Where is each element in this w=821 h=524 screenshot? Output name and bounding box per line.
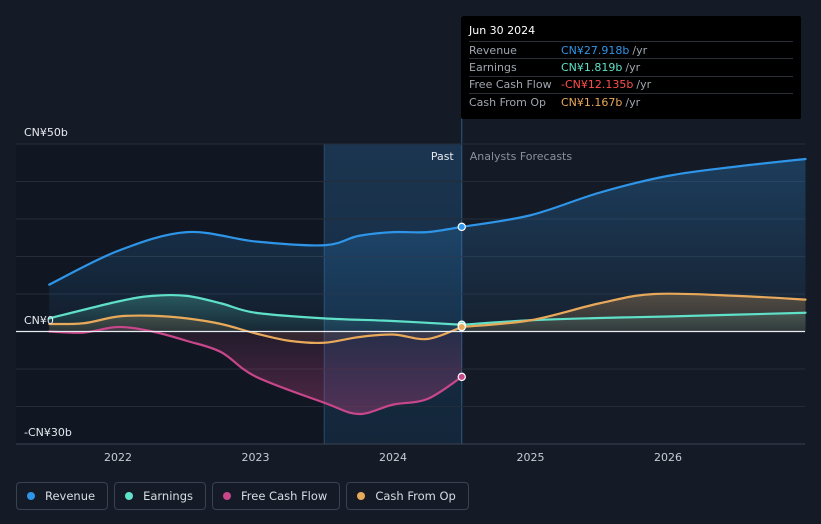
tooltip-label: Free Cash Flow	[469, 78, 552, 92]
legend: Revenue Earnings Free Cash Flow Cash Fro…	[16, 482, 469, 510]
tooltip-label: Earnings	[469, 60, 517, 74]
fcf-area	[49, 326, 462, 415]
tooltip-unit: /yr	[625, 60, 641, 74]
hover-markers	[457, 222, 466, 382]
legend-item-earnings[interactable]: Earnings	[114, 482, 206, 510]
x-tick-label: 2023	[242, 451, 270, 464]
x-tick-label: 2026	[654, 451, 682, 464]
tooltip: Jun 30 2024 Revenue CN¥27.918b /yr Earni…	[461, 16, 801, 119]
series-lines	[16, 157, 807, 416]
x-tick-label: 2024	[379, 451, 407, 464]
legend-label: Free Cash Flow	[241, 489, 328, 503]
axis-labels: CN¥50b CN¥0 -CN¥30b 2022 2023 2024 2025 2026 Pas…	[24, 126, 682, 464]
legend-item-revenue[interactable]: Revenue	[16, 482, 109, 510]
legend-item-cfo[interactable]: Cash From Op	[346, 482, 469, 510]
tooltip-value: CN¥1.819b	[561, 60, 623, 74]
fcf-dot-icon	[223, 492, 231, 500]
past-label: Past	[431, 150, 455, 163]
y-tick-label: -CN¥30b	[24, 426, 72, 439]
tooltip-value: CN¥27.918b	[561, 43, 630, 57]
tooltip-unit: /yr	[632, 43, 648, 57]
fcf-marker	[457, 372, 466, 382]
revenue-dot-icon	[27, 492, 35, 500]
tooltip-unit: /yr	[636, 78, 652, 92]
y-tick-label: CN¥0	[24, 314, 54, 327]
tooltip-unit: /yr	[625, 95, 641, 109]
revenue-forecast-line	[460, 157, 807, 228]
revenue-past-line	[48, 225, 463, 286]
cfo-marker	[457, 322, 466, 332]
y-tick-label: CN¥50b	[24, 126, 68, 139]
earnings-past-line	[48, 293, 463, 326]
fcf-past-line	[48, 325, 463, 416]
earnings-forecast-line	[460, 311, 807, 326]
revenue-marker	[457, 222, 466, 232]
tooltip-row-earnings: Earnings CN¥1.819b /yr	[469, 58, 793, 75]
tooltip-row-revenue: Revenue CN¥27.918b /yr	[469, 41, 793, 58]
cfo-forecast-line	[460, 292, 807, 329]
tooltip-label: Cash From Op	[469, 95, 547, 109]
cfo-area	[49, 293, 806, 343]
x-tick-label: 2025	[517, 451, 545, 464]
series-areas	[49, 159, 806, 415]
forecast-label: Analysts Forecasts	[470, 150, 573, 163]
legend-label: Revenue	[45, 489, 96, 503]
x-tick-label: 2022	[104, 451, 132, 464]
legend-label: Cash From Op	[375, 489, 456, 503]
tooltip-label: Revenue	[469, 43, 517, 57]
tooltip-row-fcf: Free Cash Flow -CN¥12.135b /yr	[469, 75, 793, 93]
revenue-area	[49, 159, 806, 332]
tooltip-value: -CN¥12.135b	[561, 78, 634, 92]
legend-item-fcf[interactable]: Free Cash Flow	[212, 482, 341, 510]
tooltip-row-cfo: Cash From Op CN¥1.167b /yr	[469, 92, 793, 110]
cfo-dot-icon	[357, 492, 366, 500]
earnings-dot-icon	[125, 492, 134, 500]
tooltip-value: CN¥1.167b	[561, 95, 623, 109]
tooltip-date: Jun 30 2024	[469, 24, 536, 37]
legend-label: Earnings	[143, 489, 193, 503]
cfo-past-line	[48, 314, 463, 345]
